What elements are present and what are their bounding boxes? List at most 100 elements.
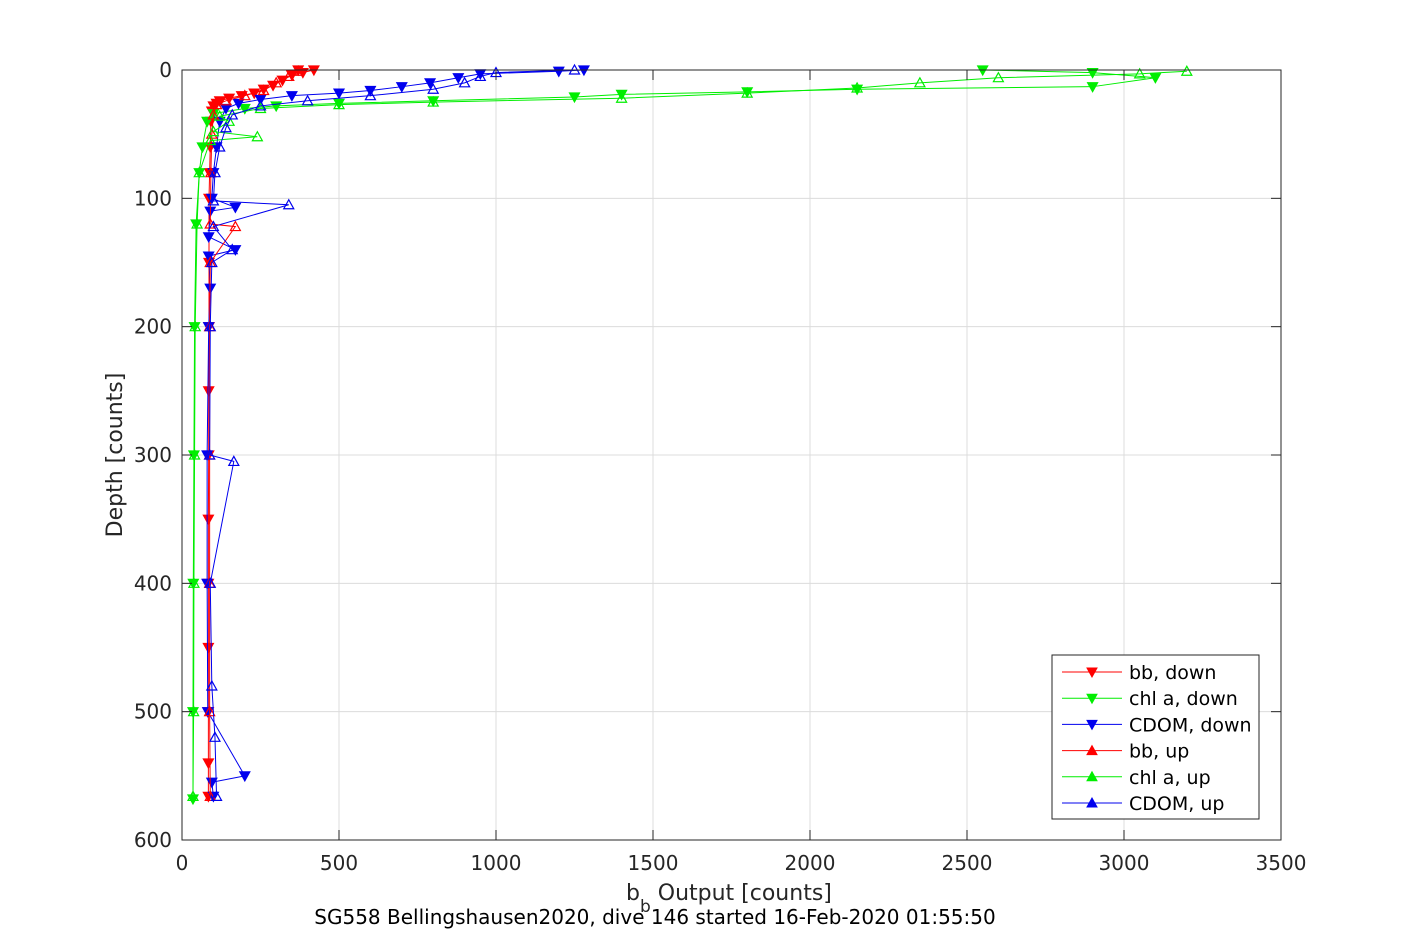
data-point: [257, 84, 270, 96]
x-axis-title-main: b: [626, 881, 640, 906]
data-point: [213, 140, 226, 152]
data-point: [207, 220, 220, 232]
data-point: [219, 94, 232, 106]
data-point: [568, 92, 581, 104]
x-tick-label: 1000: [471, 851, 522, 875]
x-tick-label: 1500: [628, 851, 679, 875]
data-point: [204, 790, 217, 801]
x-axis-title-subscript: b: [640, 897, 651, 917]
x-tick-label: 500: [320, 851, 358, 875]
data-point: [205, 777, 218, 789]
y-tick-label: 600: [134, 828, 172, 852]
data-point: [204, 577, 217, 588]
x-tick-label: 3000: [1099, 851, 1150, 875]
data-point: [213, 109, 226, 121]
data-point: [395, 82, 408, 93]
y-tick-label: 0: [159, 58, 172, 82]
data-point: [202, 232, 215, 244]
data-point: [251, 130, 264, 142]
data-point: [474, 70, 487, 82]
data-point: [210, 98, 223, 110]
x-tick-label: 2500: [942, 851, 993, 875]
data-point: [1133, 67, 1146, 79]
data-point: [189, 320, 202, 332]
series-4: [186, 65, 1193, 801]
axis-ticks: 0 500 1000 1500 2000 2500 3000 3500 0 100 200 300 40…: [134, 58, 1307, 875]
data-point: [207, 108, 220, 120]
data-point: [992, 71, 1005, 83]
legend: bb, down chl a, down CDOM, down bb, up chl a…: [1051, 654, 1260, 820]
data-point: [615, 89, 628, 101]
series-line: [209, 69, 575, 797]
y-axis-title: Depth [counts]: [103, 373, 128, 538]
legend-box: [1051, 654, 1260, 820]
series-2: [201, 65, 590, 803]
data-point: [223, 115, 236, 126]
data-point: [292, 65, 305, 76]
data-point: [186, 790, 200, 801]
data-point: [913, 76, 926, 88]
data-point: [202, 251, 215, 263]
legend-marker: [1086, 770, 1098, 782]
data-point: [201, 707, 214, 718]
data-point: [208, 166, 221, 178]
data-point: [270, 76, 283, 88]
data-point: [332, 98, 346, 110]
chart-caption: SG558 Bellingshausen2020, dive 146 start…: [314, 905, 995, 929]
x-axis-title-rest: Output [counts]: [651, 881, 832, 906]
legend-label: bb, up: [1129, 741, 1189, 763]
series-line: [192, 69, 1156, 799]
data-point: [238, 103, 251, 115]
data-point: [452, 73, 465, 84]
legend-marker: [1086, 693, 1098, 705]
data-point: [332, 88, 346, 100]
y-tick-label: 300: [134, 443, 172, 467]
data-point: [229, 220, 242, 232]
data-point: [364, 89, 377, 101]
y-tick-label: 100: [134, 186, 172, 210]
data-point: [282, 70, 295, 82]
legend-marker: [1086, 667, 1098, 679]
data-point: [427, 83, 440, 94]
data-point: [254, 99, 267, 111]
data-point: [201, 116, 214, 128]
data-point: [427, 95, 440, 107]
data-point: [204, 320, 217, 332]
x-tick-label: 0: [176, 851, 189, 875]
data-point: [219, 121, 232, 133]
y-tick-label: 200: [134, 315, 172, 339]
data-point: [1149, 73, 1162, 84]
data-point: [203, 448, 216, 460]
data-point: [1086, 67, 1099, 79]
data-point: [204, 134, 217, 146]
data-point: [741, 86, 754, 98]
y-tick-label: 400: [134, 571, 172, 595]
legend-label: CDOM, up: [1129, 793, 1224, 815]
x-tick-label: 2000: [785, 851, 836, 875]
data-point: [191, 217, 204, 229]
legend-label: chl a, down: [1129, 688, 1238, 710]
legend-label: bb, down: [1129, 662, 1216, 684]
data-point: [202, 758, 215, 770]
data-point: [301, 94, 314, 106]
data-point: [851, 81, 864, 93]
x-axis-title: bb Output [counts]: [626, 881, 832, 917]
data-point: [615, 91, 628, 103]
legend-label: chl a, up: [1129, 767, 1211, 789]
data-point: [213, 116, 226, 128]
data-point: [282, 198, 295, 210]
data-point: [226, 108, 239, 120]
data-point: [207, 125, 220, 137]
data-point: [232, 98, 245, 110]
data-point: [202, 386, 215, 398]
data-point: [238, 771, 251, 783]
data-point: [285, 91, 298, 102]
data-point: [226, 243, 239, 255]
data-point: [193, 166, 206, 178]
y-tick-label: 500: [134, 700, 172, 724]
data-point: [202, 514, 215, 526]
data-point: [227, 455, 240, 467]
data-point: [205, 256, 218, 268]
data-point: [254, 102, 267, 114]
data-point: [196, 142, 209, 154]
